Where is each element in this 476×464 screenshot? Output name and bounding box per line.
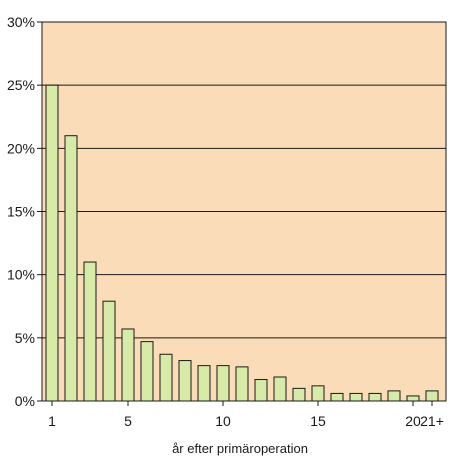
bar-6 (140, 341, 154, 402)
bar-11 (235, 366, 249, 402)
y-tick-label: 25% (7, 77, 35, 93)
bar-21+ (425, 390, 439, 402)
y-tick-label: 10% (7, 267, 35, 283)
bar-16 (330, 392, 344, 402)
y-tick-label: 20% (7, 140, 35, 156)
x-axis-ticks: 1 5 10 15 20 21+ (48, 401, 444, 429)
bar-5 (121, 328, 135, 402)
bar-2 (64, 135, 78, 402)
x-tick-label: 1 (48, 413, 56, 429)
x-tick-label: 21+ (420, 413, 444, 429)
bar-18 (368, 392, 382, 402)
bar-20 (406, 395, 420, 402)
bar-19 (387, 390, 401, 402)
bar-15 (311, 385, 325, 402)
bar-7 (159, 353, 173, 402)
bar-17 (349, 392, 363, 402)
bar-1 (45, 84, 59, 402)
bar-8 (178, 360, 192, 402)
x-tick-label: 10 (215, 413, 231, 429)
bar-4 (102, 300, 116, 402)
bar-12 (254, 379, 268, 402)
y-tick-label: 15% (7, 204, 35, 220)
x-axis-title: år efter primäroperation (172, 441, 308, 456)
x-tick-label: 20 (405, 413, 421, 429)
plot-frame (41, 21, 447, 402)
y-axis-ticks: 0% 5% 10% 15% 20% 25% 30% (7, 14, 42, 409)
y-tick-label: 30% (7, 14, 35, 30)
bar-13 (273, 376, 287, 402)
x-tick-label: 15 (310, 413, 326, 429)
x-tick-label: 5 (124, 413, 132, 429)
bar-14 (292, 387, 306, 402)
bar-10 (216, 365, 230, 402)
y-tick-label: 0% (15, 393, 35, 409)
bar-3 (83, 261, 97, 402)
y-tick-label: 5% (15, 330, 35, 346)
bar-9 (197, 365, 211, 402)
